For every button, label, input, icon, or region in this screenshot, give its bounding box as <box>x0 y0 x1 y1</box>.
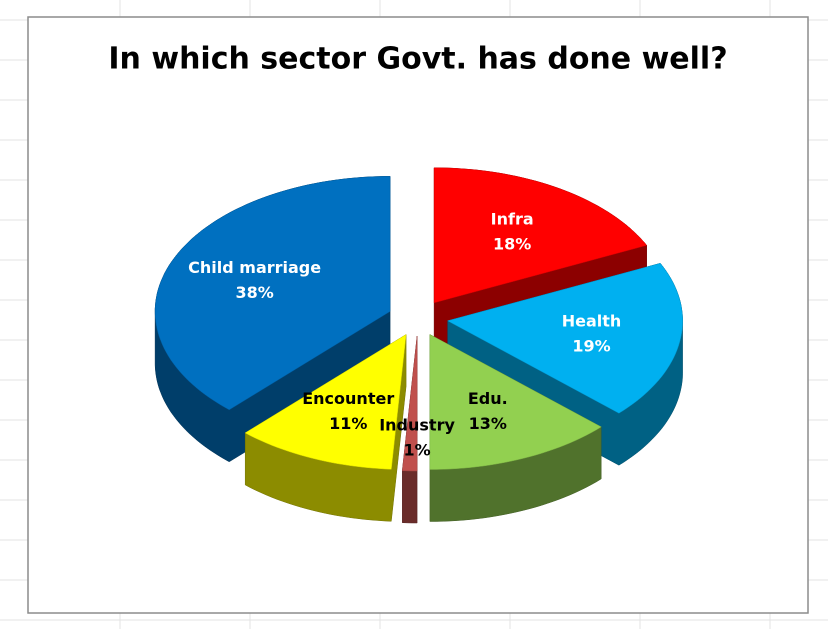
chart-area <box>27 16 809 614</box>
chart-title: In which sector Govt. has done well? <box>108 42 727 77</box>
plot: Infra 18% Health 19% Edu. 13% Industry 1% Encoun… <box>154 167 683 524</box>
data-label-name: Infra <box>491 210 534 229</box>
slice-top <box>446 263 683 414</box>
data-label-value: 1% <box>403 440 430 459</box>
data-label-name: Industry <box>379 415 455 434</box>
slice <box>402 335 418 524</box>
data-label-value: 19% <box>572 336 610 355</box>
slice <box>446 263 683 466</box>
data-label-name: Health <box>562 311 622 330</box>
data-label-name: Child marriage <box>188 258 321 277</box>
slice <box>429 334 602 522</box>
slice-top <box>433 167 648 304</box>
data-label-value: 13% <box>469 414 507 433</box>
data-label-value: 11% <box>329 414 367 433</box>
data-label-name: Edu. <box>468 389 508 408</box>
data-label-name: Encounter <box>302 389 394 408</box>
slice <box>244 334 407 522</box>
data-label-value: 38% <box>235 283 273 302</box>
data-label-value: 18% <box>493 235 531 254</box>
slice-top <box>429 334 602 470</box>
slice-top <box>402 335 418 472</box>
slice-top <box>154 176 391 411</box>
slice-top <box>244 334 407 470</box>
